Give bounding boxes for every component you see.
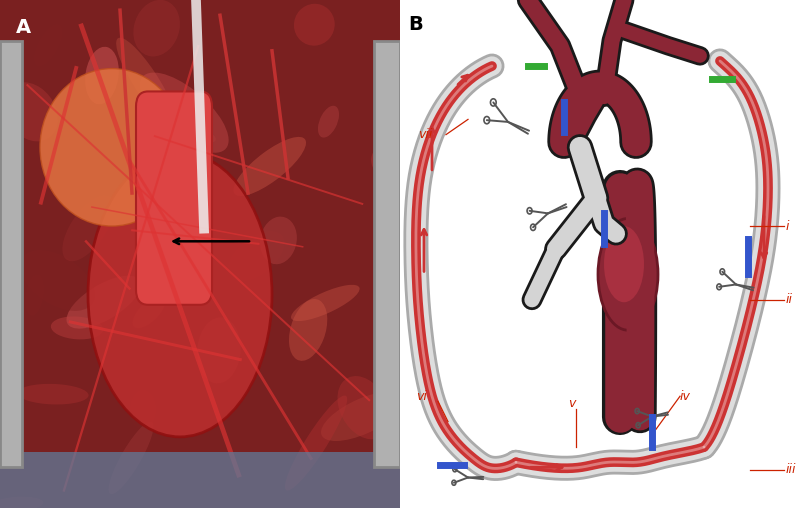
Text: v: v (568, 397, 576, 410)
Ellipse shape (378, 363, 415, 407)
Ellipse shape (371, 147, 393, 175)
Text: ii: ii (786, 293, 793, 306)
Ellipse shape (116, 38, 177, 127)
Ellipse shape (154, 119, 216, 144)
Text: i: i (786, 219, 790, 233)
Text: vii: vii (418, 128, 432, 141)
Ellipse shape (289, 299, 327, 361)
Ellipse shape (20, 250, 94, 311)
Ellipse shape (338, 376, 390, 439)
Ellipse shape (62, 196, 114, 261)
Ellipse shape (604, 226, 644, 302)
Text: B: B (408, 15, 422, 34)
Ellipse shape (134, 0, 180, 56)
Ellipse shape (260, 216, 297, 264)
Ellipse shape (140, 73, 229, 153)
Ellipse shape (318, 106, 339, 138)
Ellipse shape (234, 137, 306, 196)
Ellipse shape (18, 384, 89, 404)
Ellipse shape (598, 218, 658, 330)
Ellipse shape (291, 285, 360, 321)
Text: iii: iii (786, 463, 797, 477)
Bar (0, 41, 22, 467)
Ellipse shape (66, 276, 141, 329)
Ellipse shape (197, 318, 241, 384)
Ellipse shape (51, 316, 103, 339)
Ellipse shape (321, 392, 404, 441)
Ellipse shape (228, 231, 285, 281)
Ellipse shape (85, 47, 118, 104)
Text: vi: vi (416, 390, 427, 403)
FancyBboxPatch shape (136, 91, 212, 305)
Text: A: A (16, 18, 31, 37)
Ellipse shape (88, 152, 272, 437)
Bar (0, 452, 400, 508)
Ellipse shape (40, 69, 184, 226)
Ellipse shape (130, 390, 156, 430)
Ellipse shape (3, 82, 58, 141)
Ellipse shape (26, 274, 44, 316)
Bar (374, 41, 400, 467)
Ellipse shape (133, 296, 166, 328)
Ellipse shape (294, 4, 334, 46)
Ellipse shape (34, 24, 62, 67)
Ellipse shape (285, 396, 347, 491)
Ellipse shape (0, 497, 43, 508)
Ellipse shape (109, 422, 154, 494)
Text: iv: iv (680, 390, 691, 403)
